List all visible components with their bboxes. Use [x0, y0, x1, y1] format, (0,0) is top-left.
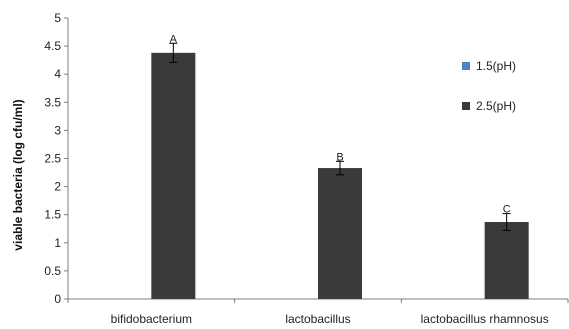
legend-swatch — [462, 102, 470, 110]
y-axis: 0 0.5 1 1.5 2 2.5 3 3.5 4 4.5 5 — [44, 11, 69, 306]
significance-label: A — [170, 33, 178, 45]
y-tick-label: 2.5 — [44, 152, 61, 166]
error-bars — [169, 42, 511, 231]
x-category-label: lactobacillus rhamnosus — [421, 312, 549, 326]
bars — [151, 52, 529, 300]
y-tick-label: 0 — [54, 292, 61, 306]
y-tick-label: 3.5 — [44, 95, 61, 109]
bar — [484, 222, 529, 299]
x-category-label: lactobacillus — [285, 312, 350, 326]
significance-label: C — [503, 204, 511, 216]
y-tick-label: 4 — [54, 67, 61, 81]
y-tick-label: 0.5 — [44, 264, 61, 278]
y-tick-label: 3 — [54, 123, 61, 137]
y-tick-label: 1.5 — [44, 208, 61, 222]
y-tick-label: 4.5 — [44, 39, 61, 53]
legend-swatch — [462, 62, 470, 70]
legend: 1.5(pH) 2.5(pH) — [462, 59, 516, 113]
legend-label: 2.5(pH) — [476, 99, 516, 113]
legend-label: 1.5(pH) — [476, 59, 516, 73]
significance-labels: A B C — [170, 33, 511, 215]
y-tick-label: 1 — [54, 236, 61, 250]
x-category-label: bifidobacterium — [111, 312, 192, 326]
y-tick-label: 2 — [54, 180, 61, 194]
y-axis-title-group: viable bacteria (log cfu/ml) — [11, 99, 25, 250]
significance-label: B — [336, 151, 343, 163]
bar — [318, 168, 362, 299]
y-axis-title: viable bacteria (log cfu/ml) — [11, 99, 25, 250]
x-axis: bifidobacterium lactobacillus lactobacillu… — [67, 298, 569, 326]
y-tick-label: 5 — [54, 11, 61, 25]
bar — [151, 52, 196, 300]
